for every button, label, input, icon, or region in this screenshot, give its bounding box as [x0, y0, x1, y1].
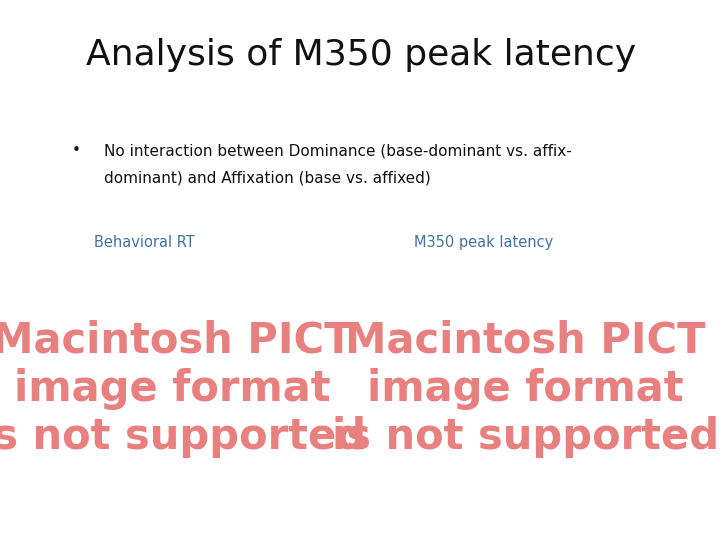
Text: Analysis of M350 peak latency: Analysis of M350 peak latency — [86, 38, 636, 72]
Text: Behavioral RT: Behavioral RT — [94, 235, 194, 250]
Text: •: • — [72, 143, 81, 158]
Text: dominant) and Affixation (base vs. affixed): dominant) and Affixation (base vs. affix… — [104, 170, 431, 185]
Text: Macintosh PICT
image format
is not supported: Macintosh PICT image format is not suppo… — [0, 319, 366, 458]
Text: No interaction between Dominance (base-dominant vs. affix-: No interaction between Dominance (base-d… — [104, 143, 572, 158]
Text: Macintosh PICT
image format
is not supported: Macintosh PICT image format is not suppo… — [332, 319, 719, 458]
Text: M350 peak latency: M350 peak latency — [414, 235, 553, 250]
